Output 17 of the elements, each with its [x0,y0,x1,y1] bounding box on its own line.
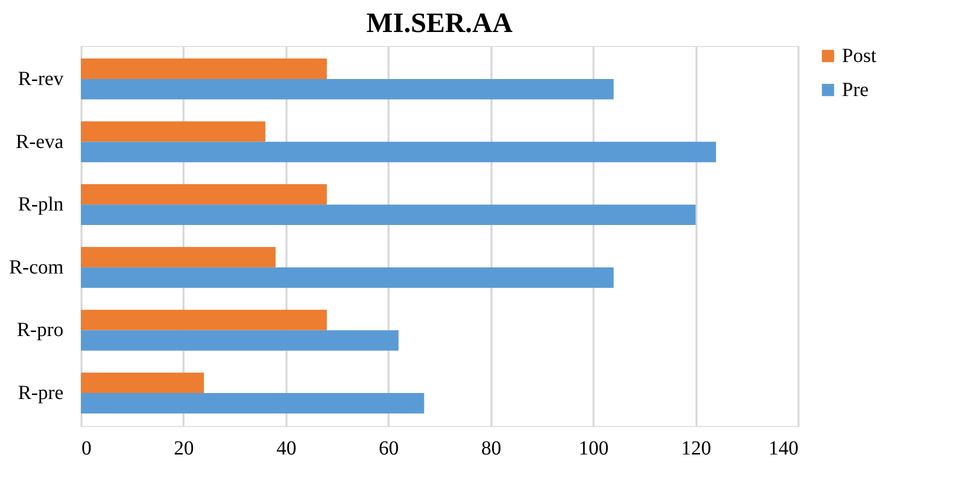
chart-title: MI.SER.AA [366,8,514,39]
y-tick-label: R-rev [18,68,64,90]
y-tick-label: R-pro [16,319,64,342]
x-tick-label: 0 [82,438,92,460]
y-tick-label: R-com [9,256,64,278]
y-tick-label: R-pre [18,382,64,404]
x-tick-label: 140 [768,438,798,460]
x-tick-label: 100 [578,438,609,460]
x-tick-label: 80 [481,438,502,460]
y-tick-label: R-eva [16,130,64,153]
x-tick-label: 20 [174,438,194,460]
x-tick-label: 60 [378,438,399,460]
legend-label: Pre [842,79,869,101]
x-tick-label: 120 [681,438,712,460]
y-tick-label: R-pln [18,194,64,216]
x-tick-label: 40 [276,438,296,460]
legend-label: Post [842,45,877,67]
